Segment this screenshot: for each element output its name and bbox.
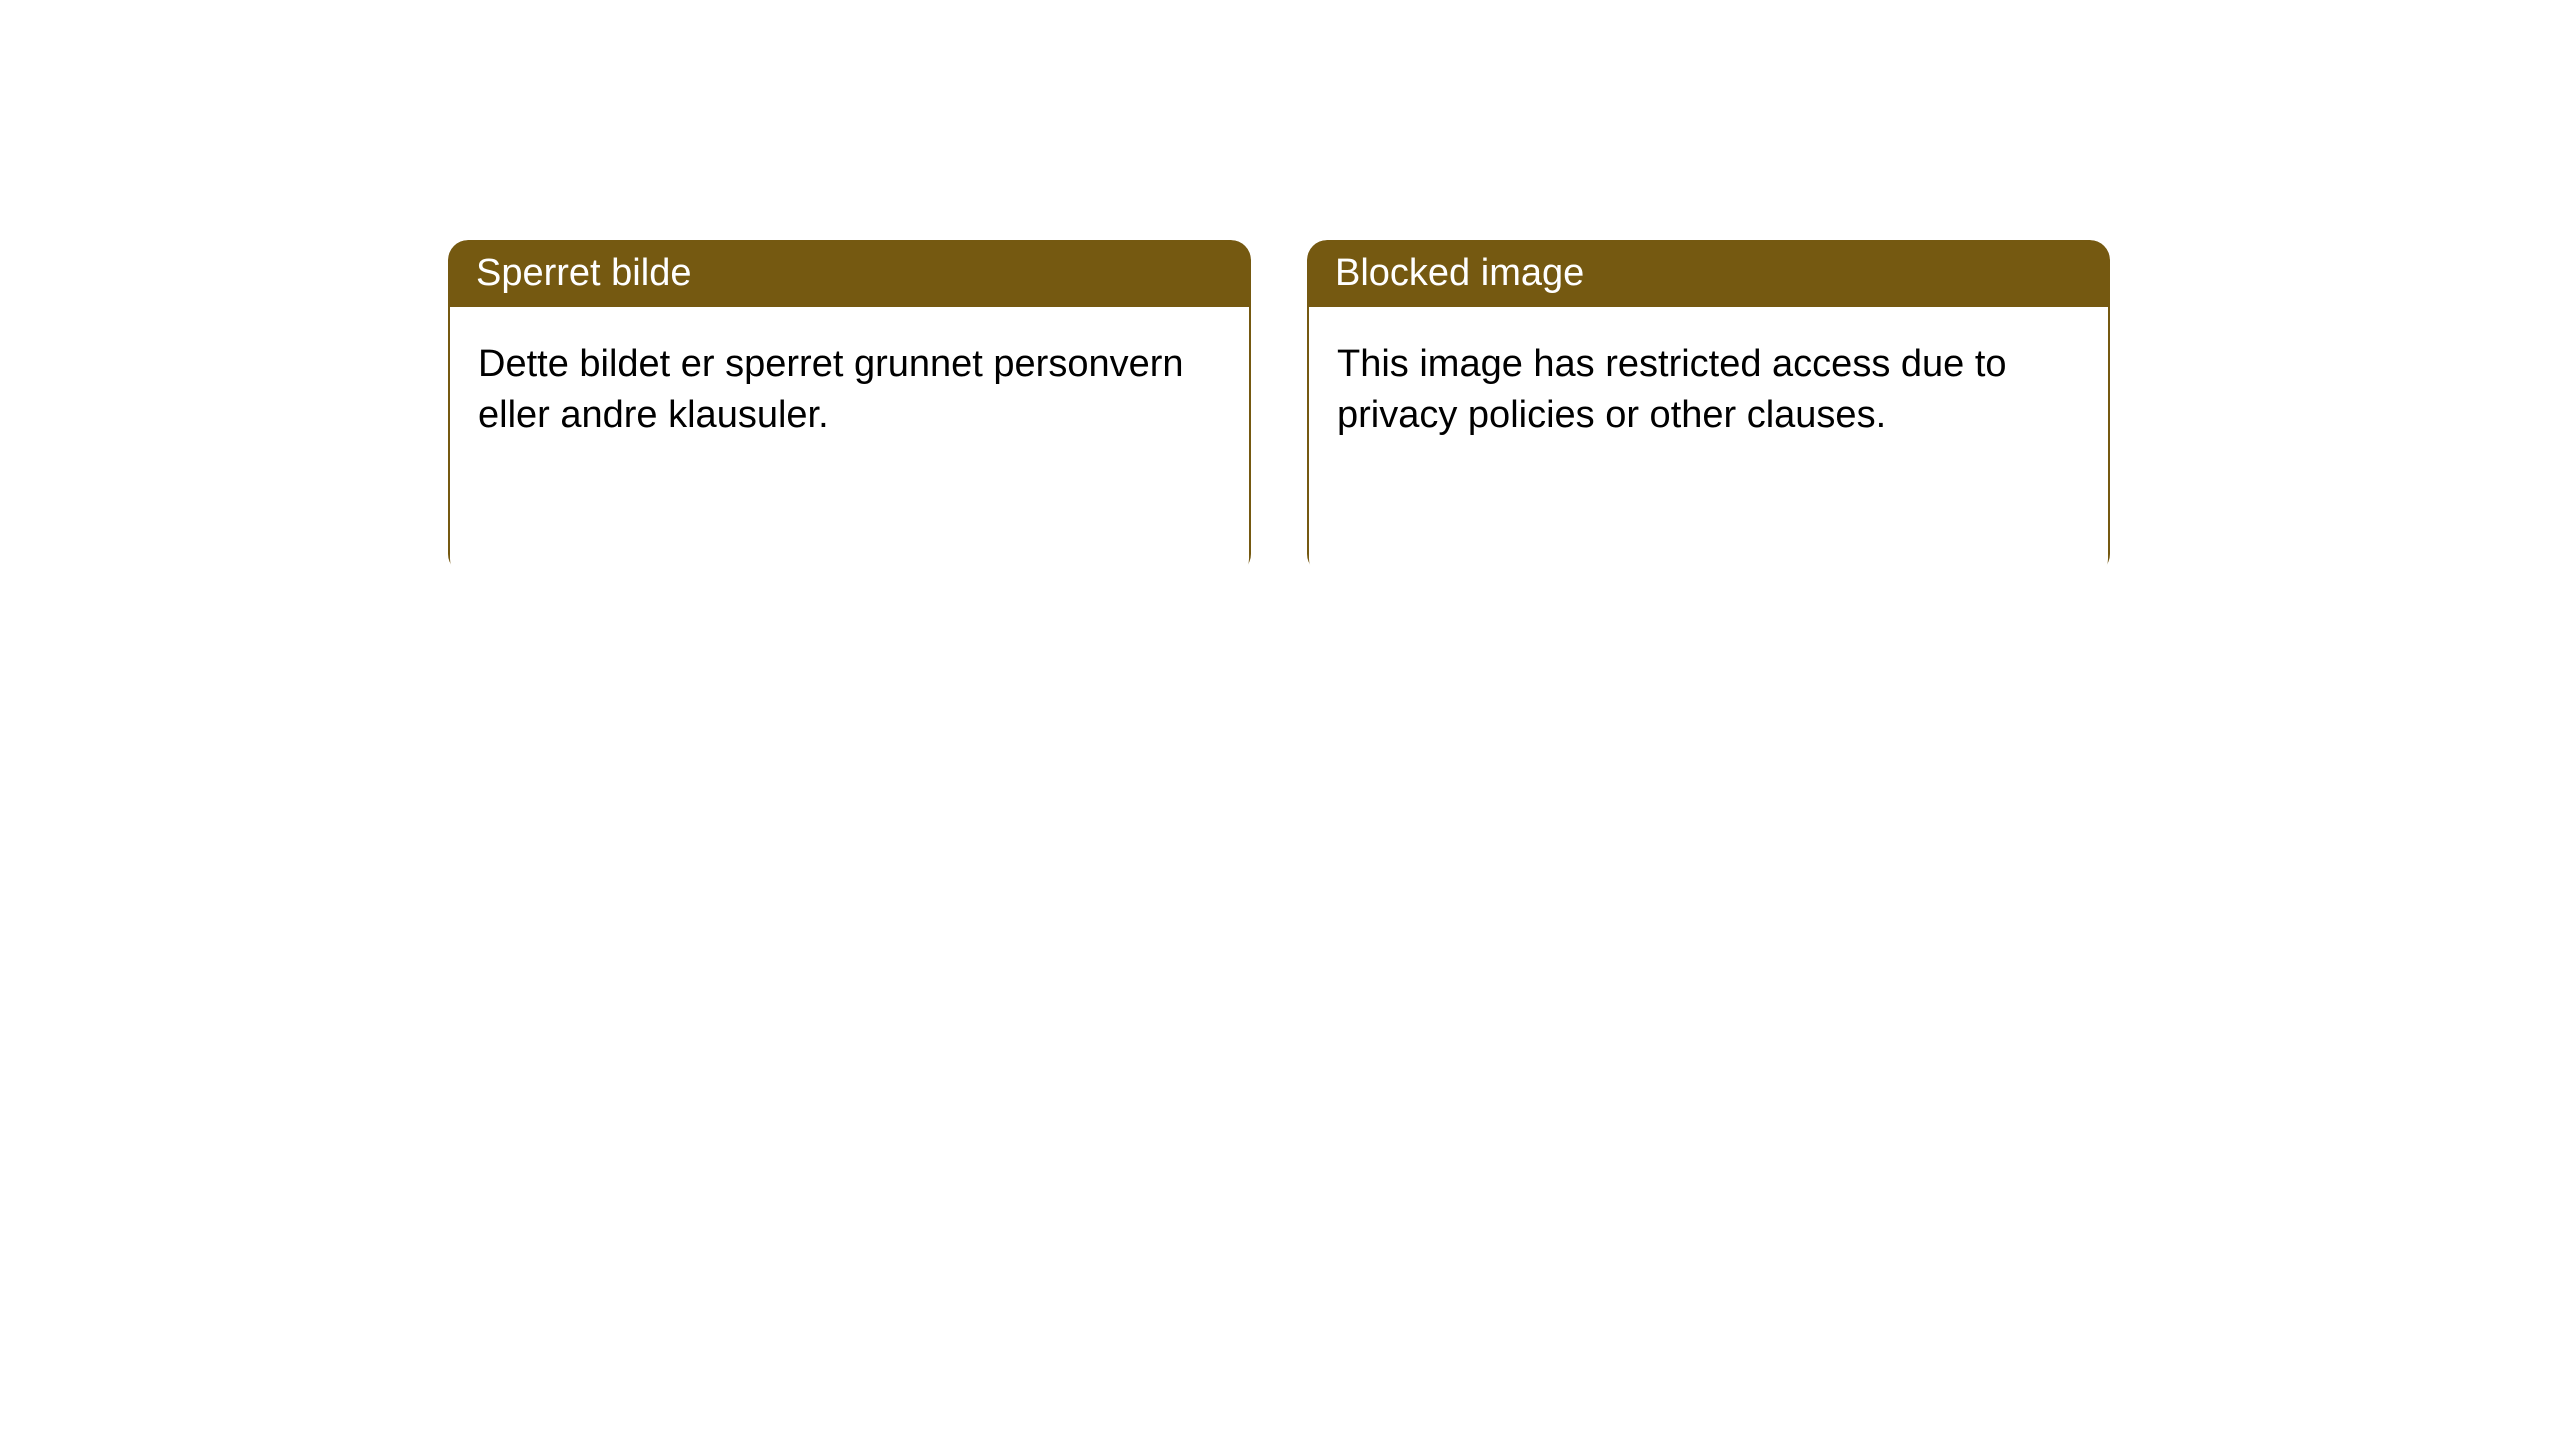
notice-title-english: Blocked image (1307, 240, 2110, 307)
notice-title-norwegian: Sperret bilde (448, 240, 1251, 307)
notice-body-norwegian: Dette bildet er sperret grunnet personve… (448, 307, 1251, 574)
notice-container: Sperret bilde Dette bildet er sperret gr… (448, 240, 2110, 574)
notice-card-english: Blocked image This image has restricted … (1307, 240, 2110, 574)
notice-card-norwegian: Sperret bilde Dette bildet er sperret gr… (448, 240, 1251, 574)
notice-body-english: This image has restricted access due to … (1307, 307, 2110, 574)
